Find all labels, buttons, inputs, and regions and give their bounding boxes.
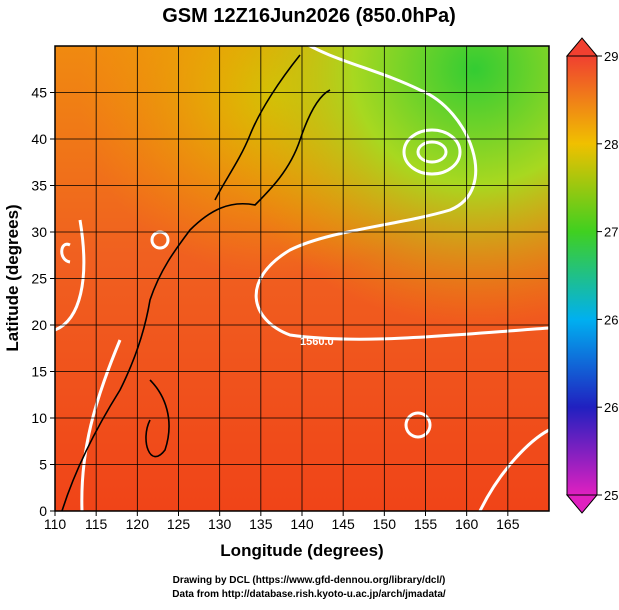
credit: Data from http://database.rish.kyoto-u.a… xyxy=(172,589,446,600)
y-tick-label: 30 xyxy=(31,224,47,240)
x-tick-label: 110 xyxy=(44,516,67,532)
x-tick-label: 155 xyxy=(414,516,438,532)
colorbar-tick-label: 269 xyxy=(604,312,619,327)
y-tick-label: 10 xyxy=(31,410,47,426)
colorbar-tick-label: 253 xyxy=(604,488,619,503)
colorbar-bottom xyxy=(565,494,599,514)
y-tick-label: 0 xyxy=(39,503,47,519)
colorbar-tick-label: 285 xyxy=(604,137,619,152)
x-tick-label: 160 xyxy=(455,516,479,532)
contour-label: 1560.0 xyxy=(300,336,334,348)
x-axis-label: Longitude (degrees) xyxy=(220,541,383,560)
colorbar xyxy=(566,55,598,496)
colorbar-top xyxy=(565,37,599,57)
y-tick-label: 15 xyxy=(31,364,47,380)
x-tick-label: 115 xyxy=(85,516,108,532)
x-tick-label: 145 xyxy=(331,516,355,532)
y-tick-label: 20 xyxy=(31,317,47,333)
y-tick-label: 5 xyxy=(39,457,47,473)
x-tick-label: 125 xyxy=(167,516,191,532)
x-tick-label: 150 xyxy=(373,516,397,532)
y-tick-label: 35 xyxy=(31,178,47,194)
title: GSM 12Z16Jun2026 (850.0hPa) xyxy=(162,5,455,27)
colorbar-tick-label: 261 xyxy=(604,400,619,415)
x-tick-label: 140 xyxy=(290,516,314,532)
y-tick-label: 25 xyxy=(31,271,47,287)
x-tick-label: 135 xyxy=(249,516,273,532)
y-tick-label: 45 xyxy=(31,85,47,101)
credit: Drawing by DCL (https://www.gfd-dennou.o… xyxy=(173,575,446,586)
y-tick-label: 40 xyxy=(31,131,47,147)
colorbar-tick-label: 277 xyxy=(604,225,619,240)
colorbar-tick-label: 293 xyxy=(604,49,619,64)
x-tick-label: 130 xyxy=(208,516,232,532)
y-axis-label: Latitude (degrees) xyxy=(3,204,22,351)
x-tick-label: 120 xyxy=(126,516,150,532)
coastline xyxy=(61,54,331,511)
x-tick-label: 165 xyxy=(496,516,520,532)
